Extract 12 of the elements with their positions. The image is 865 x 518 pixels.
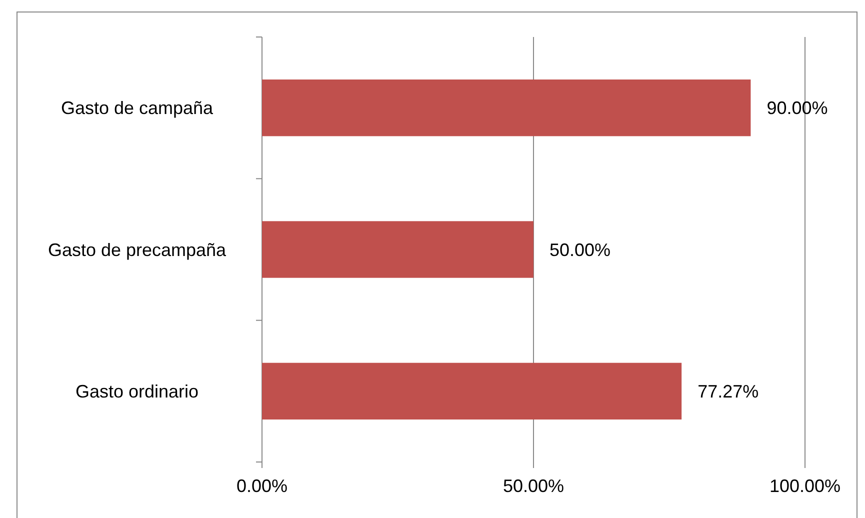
bar [262, 362, 682, 420]
x-tick-label: 100.00% [769, 476, 841, 496]
data-label: 50.00% [550, 240, 611, 260]
x-tick-label: 50.00% [502, 476, 564, 496]
bar [262, 80, 751, 136]
bar [262, 221, 534, 278]
data-label: 90.00% [766, 98, 828, 118]
y-tick-label: Gasto de campaña [60, 98, 214, 118]
y-tick-label: Gasto de precampaña [48, 240, 228, 260]
x-tick-label: 0.00% [236, 476, 288, 496]
data-label: 77.27% [698, 381, 759, 402]
y-tick-label: Gasto ordinario [75, 381, 199, 402]
